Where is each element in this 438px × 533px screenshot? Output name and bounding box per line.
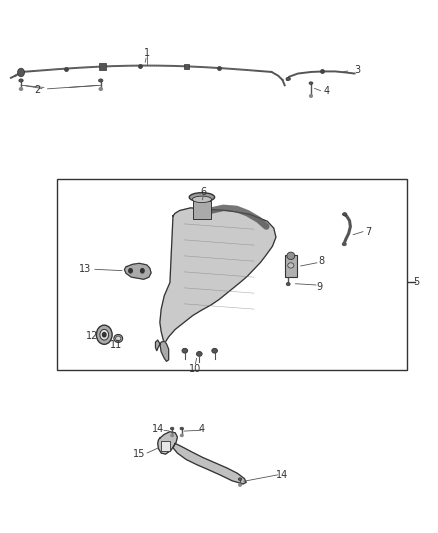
Circle shape	[129, 269, 132, 273]
Ellipse shape	[171, 434, 173, 437]
Text: 1: 1	[144, 49, 150, 58]
Text: 11: 11	[110, 341, 122, 350]
Text: 4: 4	[323, 86, 329, 95]
Polygon shape	[160, 208, 276, 344]
Ellipse shape	[182, 349, 187, 353]
Ellipse shape	[114, 335, 123, 343]
Text: 13: 13	[79, 264, 92, 274]
Text: 4: 4	[198, 424, 205, 434]
Polygon shape	[173, 443, 246, 484]
Ellipse shape	[116, 336, 121, 341]
Text: 8: 8	[319, 256, 325, 266]
Bar	[99, 63, 106, 70]
Circle shape	[102, 333, 106, 337]
Ellipse shape	[286, 282, 290, 286]
Ellipse shape	[196, 352, 202, 357]
Text: 3: 3	[354, 66, 360, 75]
Ellipse shape	[99, 79, 103, 82]
Ellipse shape	[343, 243, 346, 245]
Circle shape	[100, 329, 109, 340]
Text: 6: 6	[201, 187, 207, 197]
Ellipse shape	[287, 252, 295, 260]
Ellipse shape	[180, 427, 184, 430]
Bar	[161, 441, 170, 451]
Ellipse shape	[238, 478, 242, 481]
Ellipse shape	[343, 213, 347, 216]
Ellipse shape	[19, 88, 23, 90]
Text: 12: 12	[86, 331, 98, 341]
Ellipse shape	[19, 79, 23, 82]
Ellipse shape	[309, 82, 313, 85]
Text: 9: 9	[317, 282, 323, 292]
Circle shape	[141, 269, 144, 273]
Text: 10: 10	[189, 364, 201, 374]
Text: 15: 15	[133, 449, 145, 459]
Bar	[285, 255, 297, 277]
Bar	[57, 179, 407, 370]
Text: 2: 2	[34, 85, 40, 94]
Ellipse shape	[192, 196, 212, 203]
Polygon shape	[155, 340, 169, 361]
Ellipse shape	[239, 484, 241, 486]
Ellipse shape	[310, 95, 312, 97]
Circle shape	[18, 68, 25, 77]
Text: 14: 14	[152, 424, 164, 434]
Text: 14: 14	[276, 471, 289, 480]
Circle shape	[96, 325, 112, 344]
Ellipse shape	[288, 263, 294, 268]
Polygon shape	[158, 432, 177, 454]
Ellipse shape	[189, 192, 215, 201]
Ellipse shape	[180, 434, 183, 437]
Ellipse shape	[286, 77, 290, 80]
Bar	[193, 201, 211, 219]
Ellipse shape	[99, 88, 102, 90]
Ellipse shape	[170, 427, 174, 430]
Text: 7: 7	[365, 227, 371, 237]
Polygon shape	[124, 263, 151, 279]
Ellipse shape	[212, 349, 217, 353]
Text: 5: 5	[413, 278, 419, 287]
Bar	[184, 63, 189, 69]
